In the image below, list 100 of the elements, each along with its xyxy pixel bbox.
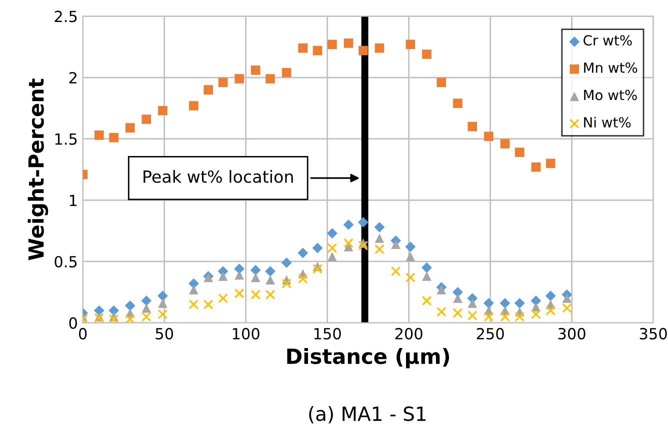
point [484,312,494,322]
point [530,296,542,306]
point [158,106,168,116]
point [298,274,308,284]
point [250,66,260,75]
point [281,258,292,268]
point [266,74,275,84]
legend-label: Mn wt% [584,62,638,73]
point [514,298,525,308]
point [514,148,524,157]
point [94,130,104,140]
point [546,158,556,168]
point [358,217,368,228]
point [234,264,244,274]
point [374,43,384,53]
point [125,314,136,323]
point [250,272,260,282]
point [189,285,198,294]
point [344,38,354,48]
point [218,272,228,281]
point [204,85,213,94]
point [406,40,416,50]
point [158,298,168,308]
point [125,123,135,132]
point [282,68,292,78]
point [406,252,416,262]
point [142,114,152,124]
point [467,310,478,320]
ref-line-label: Peak wt% location [144,170,293,183]
point [189,101,198,110]
x-tick-label: 200 [395,328,422,340]
point [94,305,104,316]
point [312,242,323,254]
point [391,240,400,249]
point [109,132,118,142]
point [406,272,416,282]
point [374,222,385,232]
point [234,74,244,84]
point [343,220,354,230]
point [562,294,572,303]
point [265,290,276,300]
x-axis-title: Distance (µm) [287,348,450,368]
point [218,293,228,304]
point [358,240,368,250]
y-tick-label: 0 [69,317,77,329]
x-tick-label: 350 [640,328,667,340]
point [141,296,152,306]
point [328,252,337,262]
point [234,270,244,280]
point [500,312,510,322]
legend-label: Mo wt% [584,90,637,100]
point [265,266,276,276]
point [203,299,214,310]
point [124,300,136,311]
point [422,262,432,273]
point [436,285,446,294]
point [453,294,462,303]
point [514,312,525,322]
point [344,238,354,248]
point [483,298,494,308]
point [546,306,556,316]
point [218,78,228,88]
point [328,40,337,50]
point [531,162,541,172]
point [436,78,446,88]
point [298,248,308,258]
point [484,132,494,142]
point [500,139,510,148]
point [422,50,432,59]
y-axis-title: Weight-Percent [28,78,48,260]
x-tick-label: 250 [476,328,504,340]
point [390,266,401,276]
legend-label: Cr wt% [584,35,632,46]
point [312,264,322,274]
point [452,286,463,298]
y-tick-label: 1.5 [55,134,77,145]
y-tick-label: 1 [70,194,77,206]
point [327,228,338,238]
point [422,296,432,306]
point [452,308,463,318]
point [282,278,292,289]
x-tick-label: 50 [156,328,174,340]
point [158,309,168,320]
y-tick-label: 2 [69,72,76,84]
y-tick-label: 0.5 [54,256,77,268]
point [142,303,152,313]
point [545,290,556,302]
point [234,288,244,298]
point [453,98,462,108]
point [500,298,510,308]
x-tick-label: 100 [232,328,260,340]
point [562,303,572,314]
point [312,46,322,56]
point [188,299,199,310]
legend-label: Ni wt% [584,116,631,128]
point [468,122,478,132]
point [531,309,541,320]
point [374,244,384,254]
x-tick-label: 300 [558,328,586,340]
point [327,243,338,253]
